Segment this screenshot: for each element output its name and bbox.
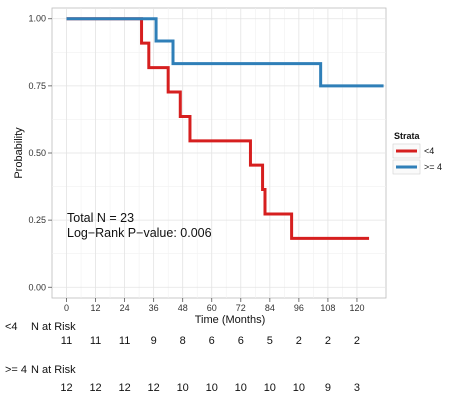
total-n-annotation: Total N = 23 bbox=[67, 211, 134, 225]
risk-count-lt4: 5 bbox=[267, 335, 273, 347]
x-tick-label: 0 bbox=[64, 303, 69, 313]
risk-count-ge4: 12 bbox=[118, 382, 130, 394]
risk-count-lt4: 8 bbox=[180, 335, 186, 347]
x-tick-label: 36 bbox=[149, 303, 159, 313]
risk-count-lt4: 2 bbox=[354, 335, 360, 347]
y-tick-label: 0.25 bbox=[28, 215, 46, 225]
y-tick-label: 0.00 bbox=[28, 282, 46, 292]
legend-title: Strata bbox=[394, 131, 421, 141]
y-tick-label: 0.50 bbox=[28, 148, 46, 158]
x-tick-label: 108 bbox=[320, 303, 335, 313]
risk-count-ge4: 12 bbox=[148, 382, 160, 394]
risk-count-lt4: 2 bbox=[325, 335, 331, 347]
risk-count-ge4: 10 bbox=[235, 382, 247, 394]
x-tick-label: 24 bbox=[120, 303, 130, 313]
risk-count-lt4: 11 bbox=[119, 335, 130, 347]
risk-count-ge4: 10 bbox=[177, 382, 189, 394]
x-tick-label: 60 bbox=[207, 303, 217, 313]
x-tick-label: 96 bbox=[294, 303, 304, 313]
risk-header-lt4: N at Risk bbox=[31, 321, 76, 333]
x-tick-label: 72 bbox=[236, 303, 246, 313]
x-axis: 0 12 24 36 48 60 72 84 96 108 120 bbox=[64, 298, 364, 313]
y-axis-title: Probability bbox=[13, 127, 25, 179]
risk-count-lt4: 9 bbox=[151, 335, 157, 347]
risk-count-lt4: 6 bbox=[238, 335, 244, 347]
legend-label-lt4: <4 bbox=[424, 146, 434, 156]
y-axis: 0.00 0.25 0.50 0.75 1.00 bbox=[28, 14, 52, 293]
risk-count-lt4: 11 bbox=[90, 335, 101, 347]
risk-table: <4 N at Risk >= 4 N at Risk 11 11 11 9 8 6 6 5 2… bbox=[5, 321, 360, 394]
risk-group-label-ge4: >= 4 bbox=[5, 364, 27, 376]
risk-group-label-lt4: <4 bbox=[5, 321, 18, 333]
x-axis-title: Time (Months) bbox=[195, 314, 266, 326]
risk-count-ge4: 3 bbox=[354, 382, 360, 394]
y-tick-label: 0.75 bbox=[28, 81, 46, 91]
risk-count-ge4: 10 bbox=[264, 382, 276, 394]
legend: Strata <4 >= 4 bbox=[393, 131, 442, 174]
risk-header-ge4: N at Risk bbox=[31, 364, 76, 376]
x-tick-label: 84 bbox=[265, 303, 275, 313]
risk-count-lt4: 2 bbox=[296, 335, 302, 347]
log-rank-annotation: Log−Rank P−value: 0.006 bbox=[67, 226, 212, 240]
risk-count-ge4: 12 bbox=[60, 382, 72, 394]
risk-count-lt4: 6 bbox=[209, 335, 215, 347]
risk-count-ge4: 12 bbox=[89, 382, 101, 394]
y-tick-label: 1.00 bbox=[28, 14, 46, 24]
risk-count-ge4: 9 bbox=[325, 382, 331, 394]
legend-label-ge4: >= 4 bbox=[424, 162, 442, 172]
x-tick-label: 12 bbox=[91, 303, 101, 313]
risk-count-ge4: 10 bbox=[206, 382, 218, 394]
risk-count-lt4: 11 bbox=[61, 335, 72, 347]
risk-count-ge4: 10 bbox=[293, 382, 305, 394]
x-tick-label: 48 bbox=[178, 303, 188, 313]
x-tick-label: 120 bbox=[349, 303, 364, 313]
